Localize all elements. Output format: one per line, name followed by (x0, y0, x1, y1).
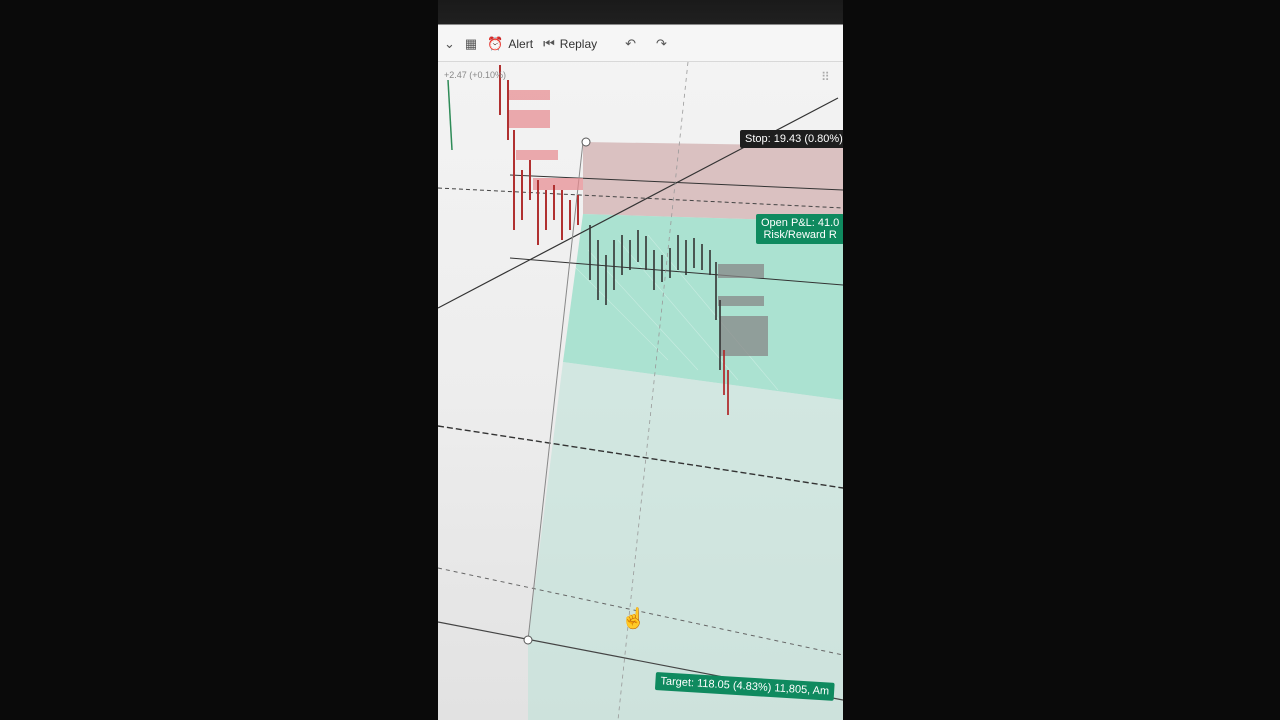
entry-line (438, 187, 843, 209)
stop-label: Stop: 19.43 (0.80%) (740, 130, 843, 148)
open-pnl: Open P&L: 41.0 (761, 217, 840, 229)
range-line (509, 257, 843, 286)
top-handle (581, 137, 591, 147)
stop-zone (583, 142, 843, 222)
position-left-edge (527, 141, 584, 641)
price-change: +2.47 (+0.10%) (444, 70, 507, 80)
risk-reward: Risk/Reward R (763, 229, 837, 241)
price-chart[interactable] (438, 0, 843, 720)
redo-icon[interactable]: ↷ (656, 35, 667, 51)
replay-label: Replay (559, 36, 598, 51)
grip-icon[interactable]: ⠿ (821, 70, 830, 84)
layout-icon[interactable]: ▦ (464, 35, 478, 51)
alert-button[interactable]: ⏰ Alert (487, 36, 533, 52)
supply-blocks (718, 264, 768, 356)
order-blocks (508, 90, 583, 190)
time-divider (617, 61, 689, 720)
replay-icon: ⏮ (543, 35, 555, 51)
level-line (438, 425, 843, 489)
undo-icon[interactable]: ↶ (625, 35, 637, 51)
pnl-label: Open P&L: 41.0 Risk/Reward R (756, 214, 843, 244)
dashed-line (438, 567, 843, 656)
range-top-line (509, 174, 843, 191)
candles (499, 65, 579, 245)
target-zone (528, 362, 843, 720)
profit-zone (563, 214, 843, 400)
replay-button[interactable]: ⏮ Replay (543, 36, 597, 52)
hand-cursor-icon: ☝ (621, 608, 646, 630)
alert-label: Alert (508, 36, 534, 51)
chart-toolbar: ⌄ ▦ ⏰ Alert ⏮ Replay ↶ ↷ (438, 26, 843, 62)
screen-photo: ⌄ ▦ ⏰ Alert ⏮ Replay ↶ ↷ (438, 0, 843, 720)
alert-icon: ⏰ (487, 35, 504, 51)
bottom-handle (523, 635, 533, 645)
chevron-down-icon[interactable]: ⌄ (444, 35, 455, 51)
